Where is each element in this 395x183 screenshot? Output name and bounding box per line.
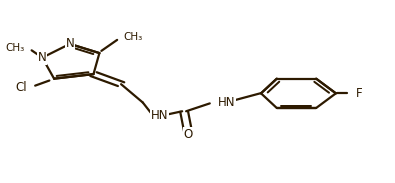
Text: HN: HN xyxy=(218,96,235,109)
Text: N: N xyxy=(66,36,74,50)
Text: F: F xyxy=(356,87,362,100)
Text: O: O xyxy=(183,128,193,141)
Text: CH₃: CH₃ xyxy=(123,32,142,42)
Text: N: N xyxy=(38,51,47,64)
Text: HN: HN xyxy=(150,109,168,122)
Text: CH₃: CH₃ xyxy=(5,43,24,53)
Text: Cl: Cl xyxy=(15,81,26,94)
